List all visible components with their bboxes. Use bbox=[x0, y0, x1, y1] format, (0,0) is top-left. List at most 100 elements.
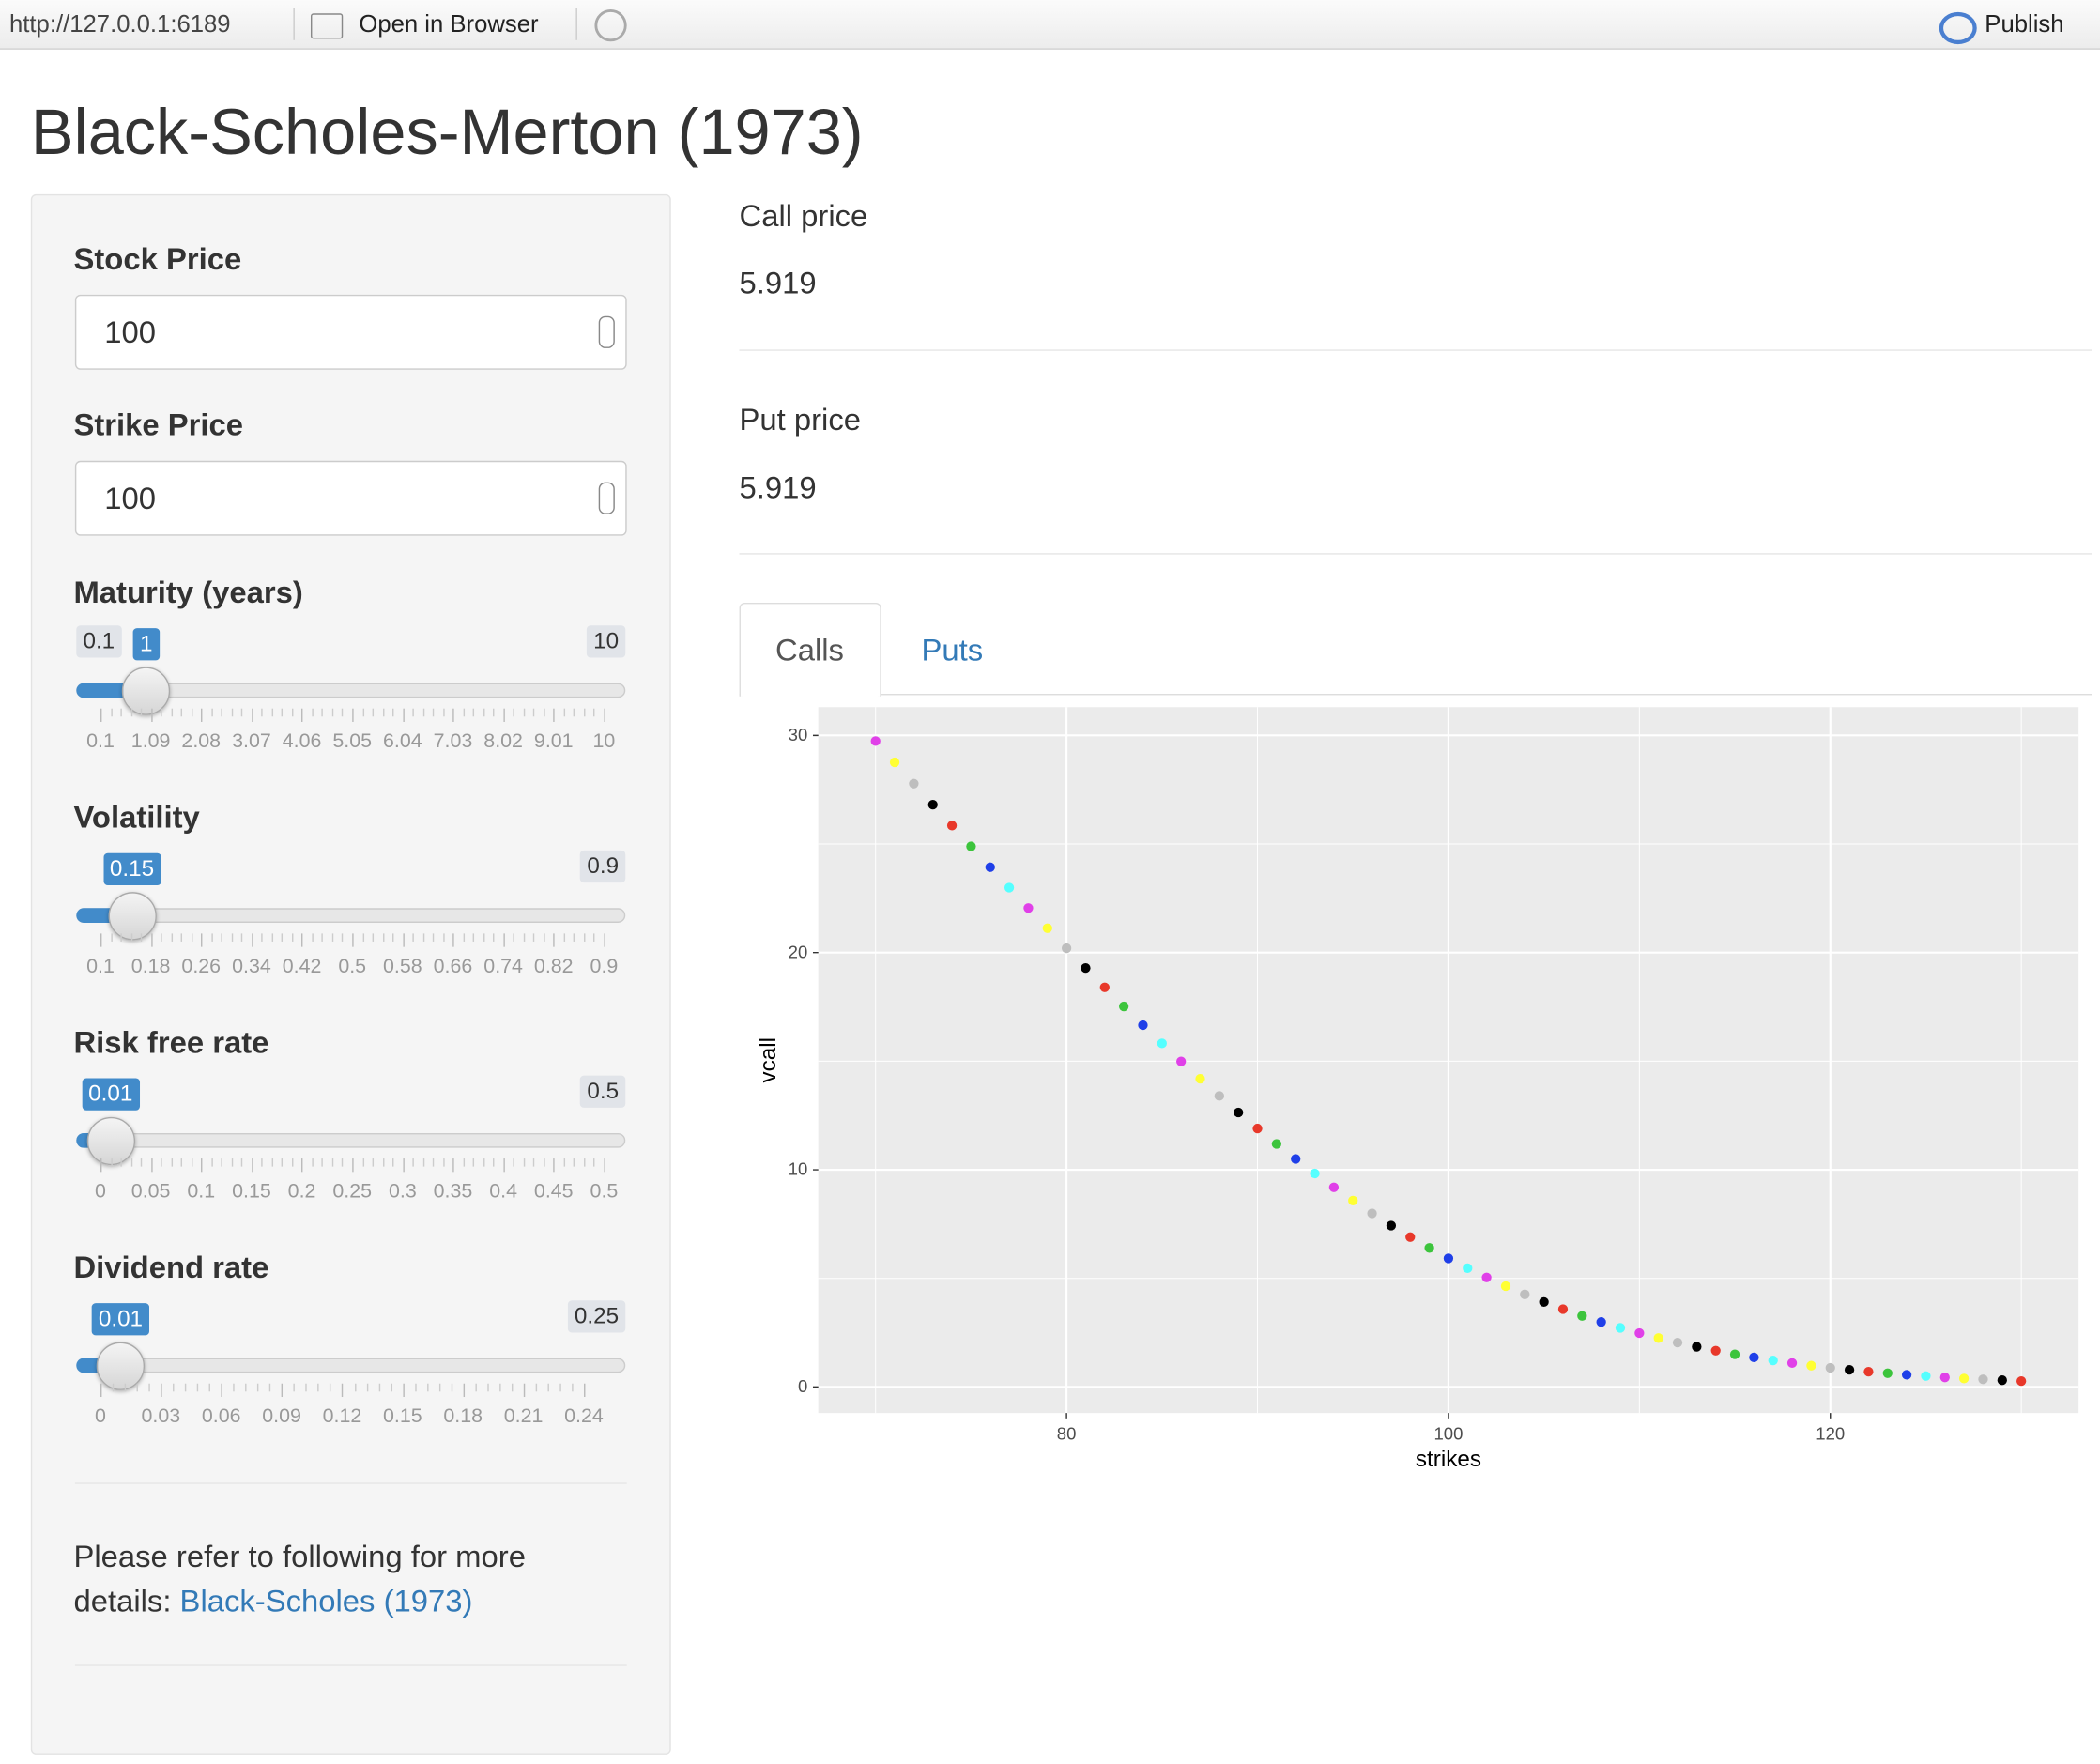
tab[interactable]: Puts bbox=[921, 632, 984, 667]
slider-minor-tick bbox=[322, 1158, 324, 1167]
slider-minor-tick bbox=[331, 933, 334, 942]
slider-minor-tick bbox=[382, 1158, 384, 1167]
slider-grid-label: 0.58 bbox=[383, 955, 422, 978]
tab-active[interactable] bbox=[739, 602, 881, 697]
y-tick-label: 30 bbox=[789, 725, 808, 744]
point bbox=[1520, 1289, 1530, 1299]
slider-minor-tick bbox=[433, 1158, 435, 1167]
y-tick-label: 10 bbox=[789, 1159, 808, 1179]
slider-grid-label: 0.82 bbox=[533, 955, 574, 978]
slider-grid-label: 0.15 bbox=[383, 1404, 422, 1428]
slider-tick bbox=[251, 1158, 253, 1173]
slider-minor-tick bbox=[533, 933, 535, 942]
slider-tick bbox=[352, 708, 354, 722]
number-input[interactable] bbox=[74, 294, 627, 370]
slider-minor-tick bbox=[442, 708, 445, 717]
slider-minor-tick bbox=[241, 1158, 243, 1167]
slider-tick bbox=[251, 933, 253, 947]
spinner[interactable] bbox=[598, 482, 615, 514]
slider-tick bbox=[503, 708, 505, 722]
number-input[interactable] bbox=[74, 460, 627, 536]
slider-tick bbox=[100, 1158, 102, 1173]
slider-tick bbox=[301, 933, 303, 947]
spinner[interactable] bbox=[598, 315, 615, 348]
slider-minor-tick bbox=[563, 708, 565, 717]
slider-minor-tick bbox=[463, 933, 465, 942]
point bbox=[1176, 1056, 1187, 1066]
slider-grid-label: 3.07 bbox=[232, 729, 271, 753]
slider-minor-tick bbox=[438, 1383, 440, 1392]
slider-handle[interactable] bbox=[122, 667, 171, 715]
slider-minor-tick bbox=[231, 1158, 233, 1167]
slider-grid-label: 0.15 bbox=[232, 1179, 271, 1204]
slider-minor-tick bbox=[196, 1383, 199, 1392]
slider-grid-label: 0.05 bbox=[130, 1179, 171, 1204]
slider-grid-label: 0.1 bbox=[86, 729, 115, 753]
slider-track bbox=[76, 908, 626, 923]
open-icon bbox=[310, 13, 344, 39]
link[interactable]: Black-Scholes (1973) bbox=[179, 1583, 473, 1618]
point bbox=[1023, 903, 1034, 913]
url[interactable]: http://127.0.0.1:6189 bbox=[8, 10, 231, 38]
publish[interactable]: Publish bbox=[1985, 10, 2064, 38]
slider-max: 0.25 bbox=[567, 1300, 626, 1333]
slider-minor-tick bbox=[120, 708, 122, 717]
slider-minor-tick bbox=[110, 1158, 113, 1167]
slider-minor-tick bbox=[271, 1158, 273, 1167]
slider-minor-tick bbox=[593, 708, 596, 717]
slider-minor-tick bbox=[472, 708, 475, 717]
slider-minor-tick bbox=[442, 1158, 445, 1167]
tab-line bbox=[739, 694, 2092, 696]
point bbox=[966, 841, 976, 851]
slider-minor-tick bbox=[354, 1383, 356, 1392]
slider-minor-tick bbox=[330, 1383, 332, 1392]
point bbox=[1672, 1338, 1683, 1348]
point bbox=[1939, 1373, 1950, 1383]
slider-tick bbox=[452, 933, 454, 947]
slider-tick bbox=[251, 708, 253, 722]
slider-handle[interactable] bbox=[96, 1342, 146, 1390]
slider-tick bbox=[342, 1383, 344, 1398]
point bbox=[1386, 1220, 1397, 1231]
slider-minor-tick bbox=[412, 708, 414, 717]
slider-handle[interactable] bbox=[86, 1116, 135, 1166]
slider-grid-label: 9.01 bbox=[533, 729, 574, 753]
open-in-browser[interactable]: Open in Browser bbox=[359, 10, 539, 38]
slider-minor-tick bbox=[211, 708, 213, 717]
slider-minor-tick bbox=[130, 708, 132, 717]
slider-tick bbox=[553, 933, 556, 947]
slider-minor-tick bbox=[422, 933, 424, 942]
x-tick-label: 100 bbox=[1433, 1424, 1463, 1444]
slider-tick bbox=[150, 1158, 153, 1173]
slider-minor-tick bbox=[130, 1158, 132, 1167]
chart: 80 100 120 0 10 20 30 strikes vcall bbox=[756, 707, 2079, 1472]
slider-tick bbox=[402, 933, 405, 947]
slider-minor-tick bbox=[140, 1158, 143, 1167]
output-label: Put price bbox=[739, 401, 862, 437]
point bbox=[1291, 1154, 1301, 1164]
slider-handle[interactable] bbox=[107, 892, 157, 941]
refresh-icon[interactable] bbox=[594, 8, 627, 42]
slider-minor-tick bbox=[493, 708, 495, 717]
point bbox=[1367, 1208, 1377, 1219]
point bbox=[1825, 1362, 1835, 1373]
slider-grid-label: 0.21 bbox=[503, 1404, 544, 1428]
slider-minor-tick bbox=[361, 933, 364, 942]
slider-grid-label: 0.2 bbox=[287, 1179, 316, 1204]
slider-minor-tick bbox=[233, 1383, 236, 1392]
slider-minor-tick bbox=[486, 1383, 489, 1392]
point bbox=[1653, 1333, 1663, 1343]
slider-minor-tick bbox=[293, 1383, 296, 1392]
input-label: Strike Price bbox=[73, 406, 244, 442]
slider-value: 0.01 bbox=[91, 1303, 150, 1336]
slider-grid-label: 0.3 bbox=[388, 1179, 417, 1204]
slider-track bbox=[76, 1358, 626, 1373]
point bbox=[1042, 923, 1052, 933]
slider-minor-tick bbox=[241, 933, 243, 942]
tab[interactable]: Calls bbox=[775, 632, 844, 667]
point bbox=[985, 862, 995, 872]
slider-tick bbox=[352, 933, 354, 947]
slider-minor-tick bbox=[312, 933, 314, 942]
slider-minor-tick bbox=[342, 1158, 344, 1167]
slider-tick bbox=[282, 1383, 284, 1398]
